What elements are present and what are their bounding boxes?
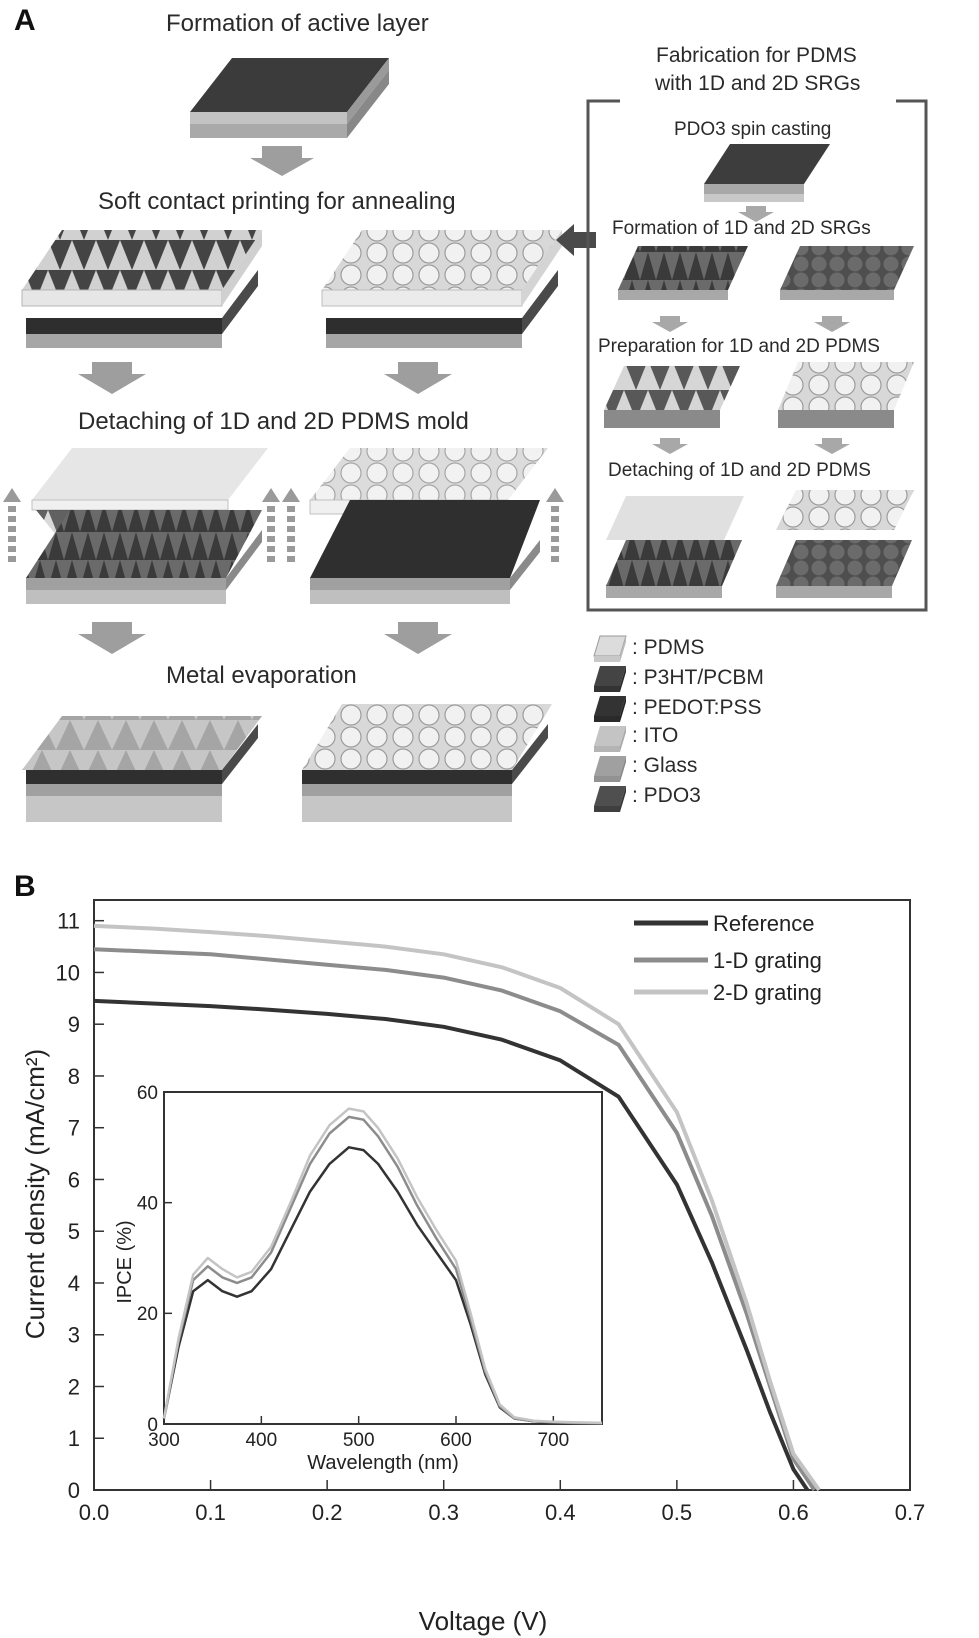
legend-p3ht-pcbm: : P3HT/PCBM	[632, 666, 764, 689]
y-tick-label: 3	[68, 1323, 80, 1348]
step-active-layer-title: Formation of active layer	[166, 10, 429, 37]
y-tick-label: 9	[68, 1012, 80, 1037]
y-tick-label: 1	[68, 1426, 80, 1451]
panel-b-letter: B	[14, 870, 36, 903]
legend-label-0: Reference	[713, 911, 815, 936]
y-tick-label: 20	[137, 1304, 158, 1325]
jv-chart: 0.0 0.1 0.2 0.3 0.4 0.5 0.6 0.7 0 1 2 3 4 5 6 7 8 9 10 11 V…	[20, 899, 926, 1636]
x-tick-label: 0.3	[428, 1500, 459, 1525]
y-tick-label: 0	[147, 1415, 158, 1436]
side-step-spin-casting: PDO3 spin casting	[674, 119, 832, 140]
metal-1d-stack	[22, 716, 262, 822]
step-metal-title: Metal evaporation	[166, 662, 357, 689]
lift-arrows	[3, 488, 564, 562]
left-arrow-from-box	[556, 224, 596, 256]
y-tick-label: 5	[68, 1219, 80, 1244]
series-line-1	[93, 947, 817, 1492]
y-tick-label: 60	[137, 1083, 158, 1104]
legend-pedot-pss: : PEDOT:PSS	[632, 696, 762, 719]
x-tick-label: 600	[440, 1430, 472, 1451]
inset-plot-frame	[163, 1091, 603, 1425]
side-box-title-line2: with 1D and 2D SRGs	[655, 72, 861, 95]
soft-contact-1d-stack	[21, 230, 262, 348]
down-arrow-1	[250, 146, 314, 176]
inset-x-axis-label: Wavelength (nm)	[307, 1452, 459, 1474]
fabrication-schematic	[3, 58, 928, 822]
down-arrow-3b	[384, 622, 452, 654]
y-tick-label: 40	[137, 1194, 158, 1215]
main-y-axis-label: Current density (mA/cm²)	[20, 1049, 50, 1339]
side-box-title-line1: Fabrication for PDMS	[656, 44, 857, 67]
inset-plot-background	[164, 1092, 602, 1424]
x-tick-label: 0.4	[545, 1500, 576, 1525]
legend-pdms: : PDMS	[632, 636, 705, 659]
side-step-srg-formation: Formation of 1D and 2D SRGs	[612, 218, 871, 239]
active-layer-stack	[190, 58, 389, 138]
y-tick-label: 11	[57, 909, 80, 934]
main-plot-frame	[93, 899, 911, 1491]
series-line-0	[93, 998, 810, 1492]
x-tick-label: 0.6	[778, 1500, 809, 1525]
down-arrow-2b	[384, 362, 452, 394]
legend-swatches	[593, 635, 627, 812]
series-line-2	[162, 1107, 603, 1425]
main-legend: Reference 1-D grating 2-D grating	[634, 911, 822, 1005]
inset-axis-ticks: 300 400 500 600 700 0 20 40 60	[137, 1083, 569, 1451]
series-line-2	[93, 923, 821, 1492]
y-tick-label: 8	[68, 1064, 80, 1089]
step-detaching-title: Detaching of 1D and 2D PDMS mold	[78, 408, 469, 435]
panel-a-letter: A	[14, 4, 36, 37]
down-arrow-2a	[78, 362, 146, 394]
y-tick-label: 2	[68, 1374, 80, 1399]
x-tick-label: 400	[245, 1430, 277, 1451]
inset-y-axis-label: IPCE (%)	[114, 1220, 136, 1303]
metal-2d-stack	[302, 704, 552, 822]
x-tick-label: 0.7	[895, 1500, 926, 1525]
legend-ito: : ITO	[632, 724, 679, 747]
main-axis-ticks: 0.0 0.1 0.2 0.3 0.4 0.5 0.6 0.7 0 1 2 3 4 5 6 7 8 9 10 11	[56, 909, 926, 1525]
y-tick-label: 0	[68, 1478, 80, 1503]
step-soft-contact-title: Soft contact printing for annealing	[98, 188, 456, 215]
x-tick-label: 300	[148, 1430, 180, 1451]
down-arrow-3a	[78, 622, 146, 654]
detaching-2d-stack	[309, 448, 548, 604]
inset-series-lines	[162, 1107, 603, 1425]
x-tick-label: 0.5	[662, 1500, 693, 1525]
x-tick-label: 0.2	[312, 1500, 343, 1525]
x-tick-label: 700	[537, 1430, 569, 1451]
legend-label-1: 1-D grating	[713, 948, 822, 973]
main-x-axis-label: Voltage (V)	[419, 1606, 548, 1636]
y-tick-label: 6	[68, 1167, 80, 1192]
side-step-pdms-preparation: Preparation for 1D and 2D PDMS	[598, 336, 880, 357]
side-box	[586, 99, 928, 612]
y-tick-label: 4	[68, 1271, 80, 1296]
legend-glass: : Glass	[632, 754, 698, 777]
side-step-pdms-detaching: Detaching of 1D and 2D PDMS	[608, 460, 871, 481]
main-series-lines	[93, 923, 821, 1492]
detaching-1d-stack	[26, 448, 268, 604]
legend-label-2: 2-D grating	[713, 980, 822, 1005]
x-tick-label: 0.1	[195, 1500, 226, 1525]
soft-contact-2d-stack	[321, 230, 562, 348]
y-tick-label: 7	[68, 1116, 80, 1141]
x-tick-label: 500	[343, 1430, 375, 1451]
x-tick-label: 0.0	[79, 1500, 110, 1525]
legend-pdo3: : PDO3	[632, 784, 701, 807]
y-tick-label: 10	[56, 960, 80, 985]
